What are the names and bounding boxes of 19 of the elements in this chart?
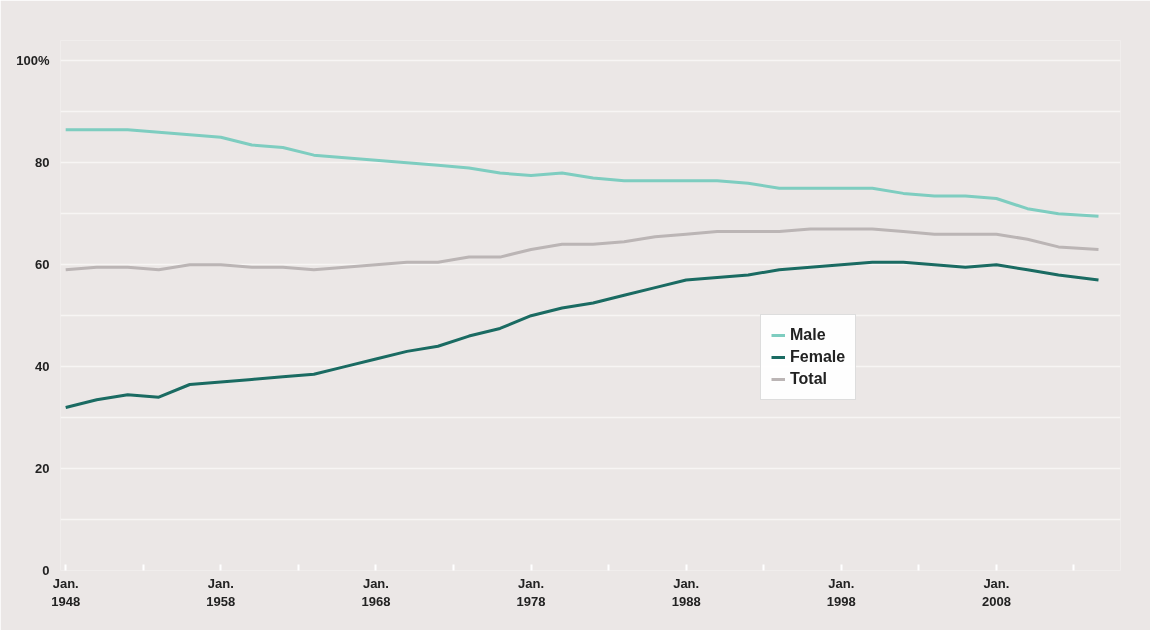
legend-label: Female [790, 348, 846, 366]
x-tick-label: Jan. 1968 [361, 575, 391, 609]
y-tick-label: 40 [35, 359, 50, 375]
legend-label: Total [790, 370, 828, 388]
x-tick-label: Jan. 2008 [981, 575, 1011, 609]
x-tick-label: Jan. 1948 [51, 575, 81, 609]
y-tick-label: 20 [35, 461, 50, 477]
y-tick-label: 0 [42, 563, 50, 578]
line-series [64, 260, 1100, 409]
legend-label: Male [790, 326, 826, 344]
x-tick-label: Jan. 1998 [826, 575, 856, 609]
line-series [64, 128, 1100, 218]
x-tick-label: Jan. 1958 [206, 575, 236, 609]
x-tick-label: Jan. 1988 [671, 575, 701, 609]
y-tick-label: 100% [16, 53, 50, 69]
line-series [64, 227, 1100, 272]
y-tick-label: 80 [35, 155, 50, 171]
x-tick-label: Jan. 1978 [516, 575, 546, 609]
y-tick-label: 60 [35, 257, 50, 273]
